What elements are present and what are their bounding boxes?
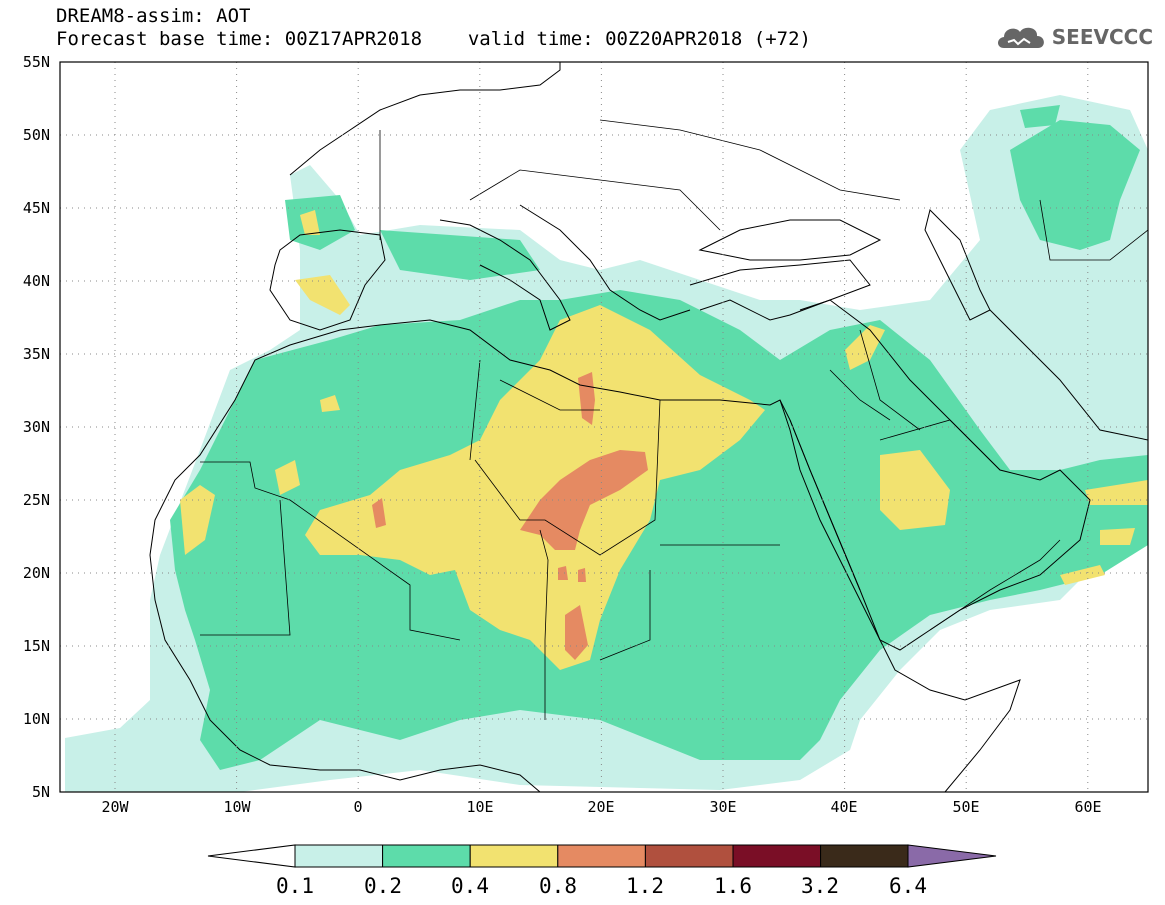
border [469,169,721,231]
aot-contour-yellow [1100,528,1135,545]
lat-label: 55N [23,53,50,71]
aot-contour-green [1020,105,1060,128]
aot-contour-orange [520,450,648,550]
border [499,379,600,411]
map-frame [59,61,1149,793]
colorbar-low-arrow [207,844,296,868]
lat-label: 5N [32,783,50,801]
aot-contour-yellow [300,210,320,235]
lat-label: 50N [23,126,50,144]
cloud-icon [997,27,1044,48]
aot-contour-orange [372,498,386,528]
lon-label: 10W [223,798,251,816]
lon-label: 50E [952,798,979,816]
aot-contour-orange [578,568,586,582]
colorbar-swatch [732,844,822,868]
lon-label: 20W [101,798,129,816]
colorbar-label: 0.2 [364,874,402,898]
aot-contour-green [285,195,355,250]
border [469,359,481,461]
longitude-labels: 20W 10W 0 10E 20E 30E 40E 50E 60E [101,798,1101,816]
aot-field [65,95,1148,792]
colorbar-label: 6.4 [889,874,927,898]
coastline-iberia [269,229,386,331]
colorbar-label: 1.6 [714,874,752,898]
lat-label: 15N [23,637,50,655]
lon-label: 10E [466,798,493,816]
border [829,369,891,421]
aot-contour-orange [558,566,568,580]
lon-label: 30E [709,798,736,816]
lon-label: 20E [587,798,614,816]
colorbar-label: 0.8 [539,874,577,898]
colorbar-labels: 0.1 0.2 0.4 0.8 1.2 1.6 3.2 6.4 [276,874,927,898]
lat-label: 45N [23,199,50,217]
coastline-europe [289,62,561,176]
aot-contour-yellow [320,395,340,412]
aot-contour-yellow [1060,565,1105,585]
colorbar-swatch [644,844,734,868]
valid-time: valid time: 00Z20APR2018 (+72) [467,28,811,50]
coastline-anatolia [689,259,871,321]
lat-label: 25N [23,491,50,509]
colorbar-label: 0.4 [451,874,489,898]
coastline-iran [989,309,1148,441]
aot-contour-yellow [880,450,950,530]
border [200,461,461,641]
colorbar-swatch [469,844,559,868]
lon-label: 40E [830,798,857,816]
lat-label: 10N [23,710,50,728]
coastline-balkans [519,204,691,321]
graticule [60,62,1148,792]
aot-contour-yellow [180,485,215,555]
lat-label: 35N [23,345,50,363]
border [929,539,1061,631]
border [474,399,661,556]
colorbar-swatch [820,844,909,868]
aot-contour-yellow [1085,480,1148,505]
border [859,329,921,431]
colorbar: 0.1 0.2 0.4 0.8 1.2 1.6 3.2 6.4 [207,844,997,898]
colorbar-swatch [294,844,384,868]
latitude-labels: 55N 50N 45N 40N 35N 30N 25N 20N 15N 10N … [23,53,50,801]
colorbar-high-arrow [907,844,997,868]
colorbar-label: 3.2 [801,874,839,898]
colorbar-label: 1.2 [626,874,664,898]
border [539,529,549,720]
lat-label: 40N [23,272,50,290]
coastline-caspian [924,209,991,321]
aot-contour-green [380,230,540,280]
coastline-arabia [779,299,1091,651]
coastline-westafrica [149,554,541,792]
border [599,119,901,201]
aot-contour-yellow [305,305,765,670]
coastline-italy [439,219,571,331]
map-title: DREAM8-assim: AOT [56,5,251,27]
seevccc-logo: SEEVCCC [994,22,1153,52]
lon-label: 0 [353,798,362,816]
colorbar-swatch [557,844,646,868]
border [200,499,291,636]
forecast-base-time: Forecast base time: 00Z17APR2018 [56,28,423,50]
lon-label: 60E [1074,798,1101,816]
border [1039,199,1148,261]
lat-label: 30N [23,418,50,436]
border [599,570,651,661]
borders [200,119,1148,720]
coastline-blacksea [698,219,882,261]
border [879,419,1001,471]
map-subtitle: Forecast base time: 00Z17APR2018 valid t… [56,28,811,50]
aot-contour-yellow [295,275,350,315]
logo-text: SEEVCCC [1051,25,1153,49]
colorbar-swatch [382,844,471,868]
colorbar-label: 0.1 [276,874,314,898]
aot-contour-yellow [275,460,300,495]
lat-label: 20N [23,564,50,582]
aot-contour-green [170,290,1148,770]
aot-contour-green [1010,120,1140,250]
